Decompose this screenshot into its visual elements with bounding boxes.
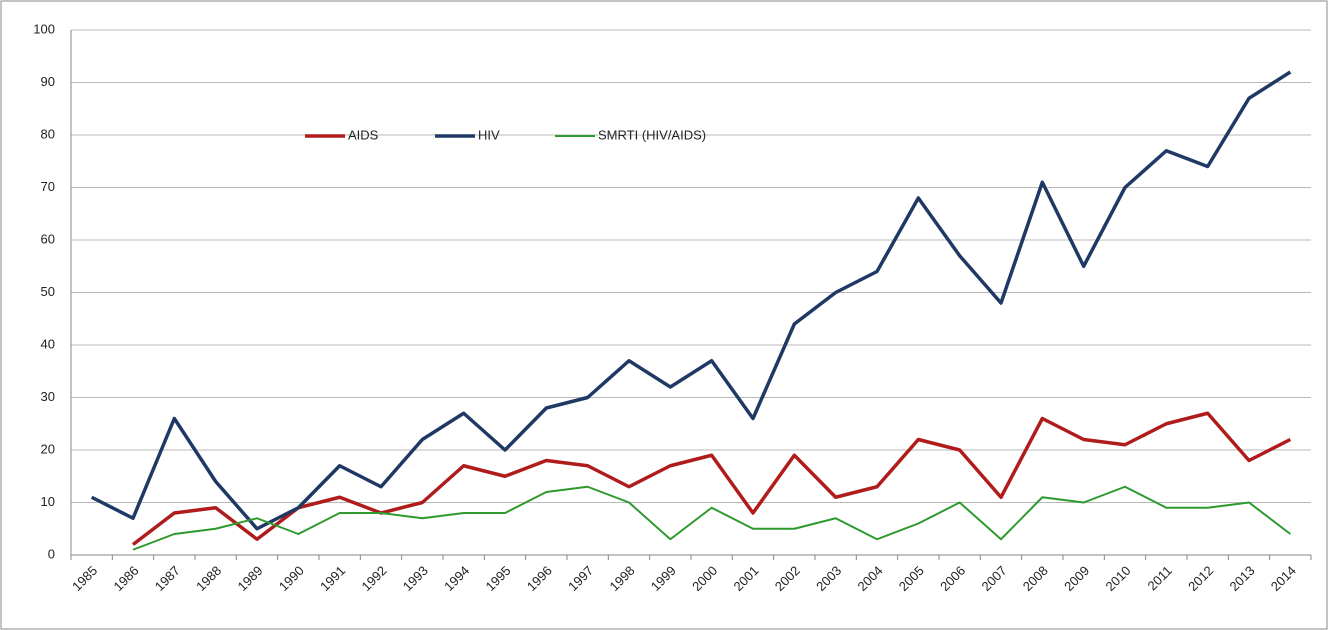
y-tick-label: 40	[41, 336, 55, 351]
y-tick-label: 20	[41, 441, 55, 456]
y-tick-label: 0	[48, 546, 55, 561]
y-tick-label: 80	[41, 126, 55, 141]
y-tick-label: 70	[41, 179, 55, 194]
y-tick-label: 90	[41, 74, 55, 89]
y-tick-label: 50	[41, 284, 55, 299]
y-tick-label: 10	[41, 494, 55, 509]
y-tick-label: 100	[33, 21, 55, 36]
series-line	[131, 411, 1292, 546]
legend-label: HIV	[478, 127, 500, 142]
series-line	[132, 485, 1291, 551]
y-tick-label: 60	[41, 231, 55, 246]
legend-label: SMRTI (HIV/AIDS)	[598, 127, 706, 142]
y-tick-label: 30	[41, 389, 55, 404]
legend-label: AIDS	[348, 127, 379, 142]
series-line	[90, 70, 1292, 531]
